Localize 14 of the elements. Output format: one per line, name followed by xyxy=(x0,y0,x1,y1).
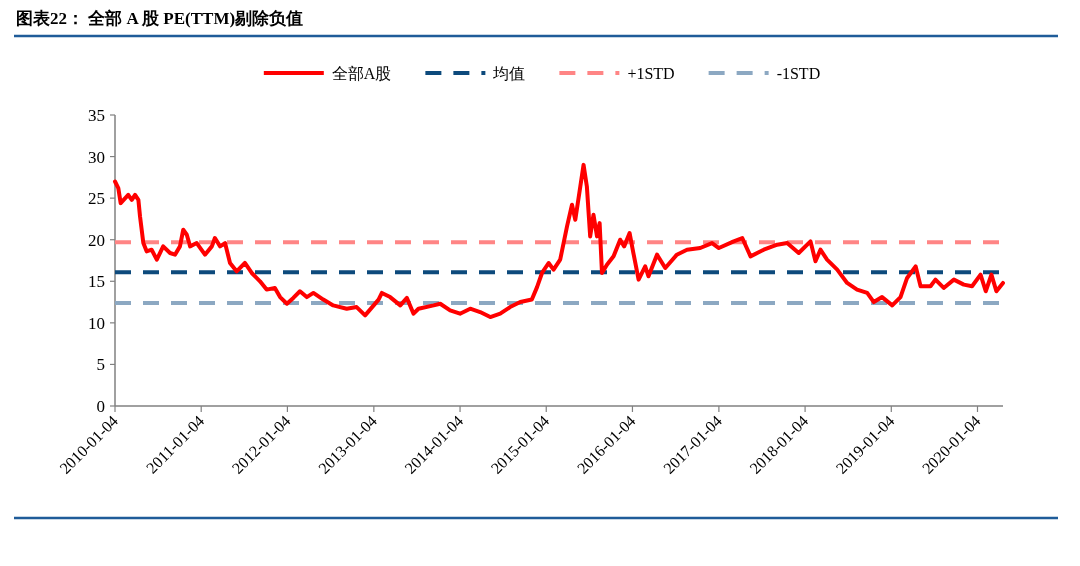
legend-label: +1STD xyxy=(627,65,675,82)
legend-label: -1STD xyxy=(776,65,821,82)
legend-label: 全部A股 xyxy=(331,65,392,82)
y-tick-label: 35 xyxy=(88,106,105,125)
line-series xyxy=(113,162,1005,320)
y-tick-label: 10 xyxy=(88,313,105,333)
y-tick-label: 5 xyxy=(96,355,105,375)
y-tick-label: 30 xyxy=(88,147,105,167)
legend-label: 均值 xyxy=(492,65,526,82)
y-tick-label: 0 xyxy=(96,397,105,416)
y-tick-label: 25 xyxy=(88,189,105,209)
y-tick-label: 20 xyxy=(88,230,105,250)
y-tick-label: 15 xyxy=(88,272,105,292)
chart-title: 图表22： 全部 A 股 PE(TTM)剔除负值 xyxy=(16,9,304,28)
